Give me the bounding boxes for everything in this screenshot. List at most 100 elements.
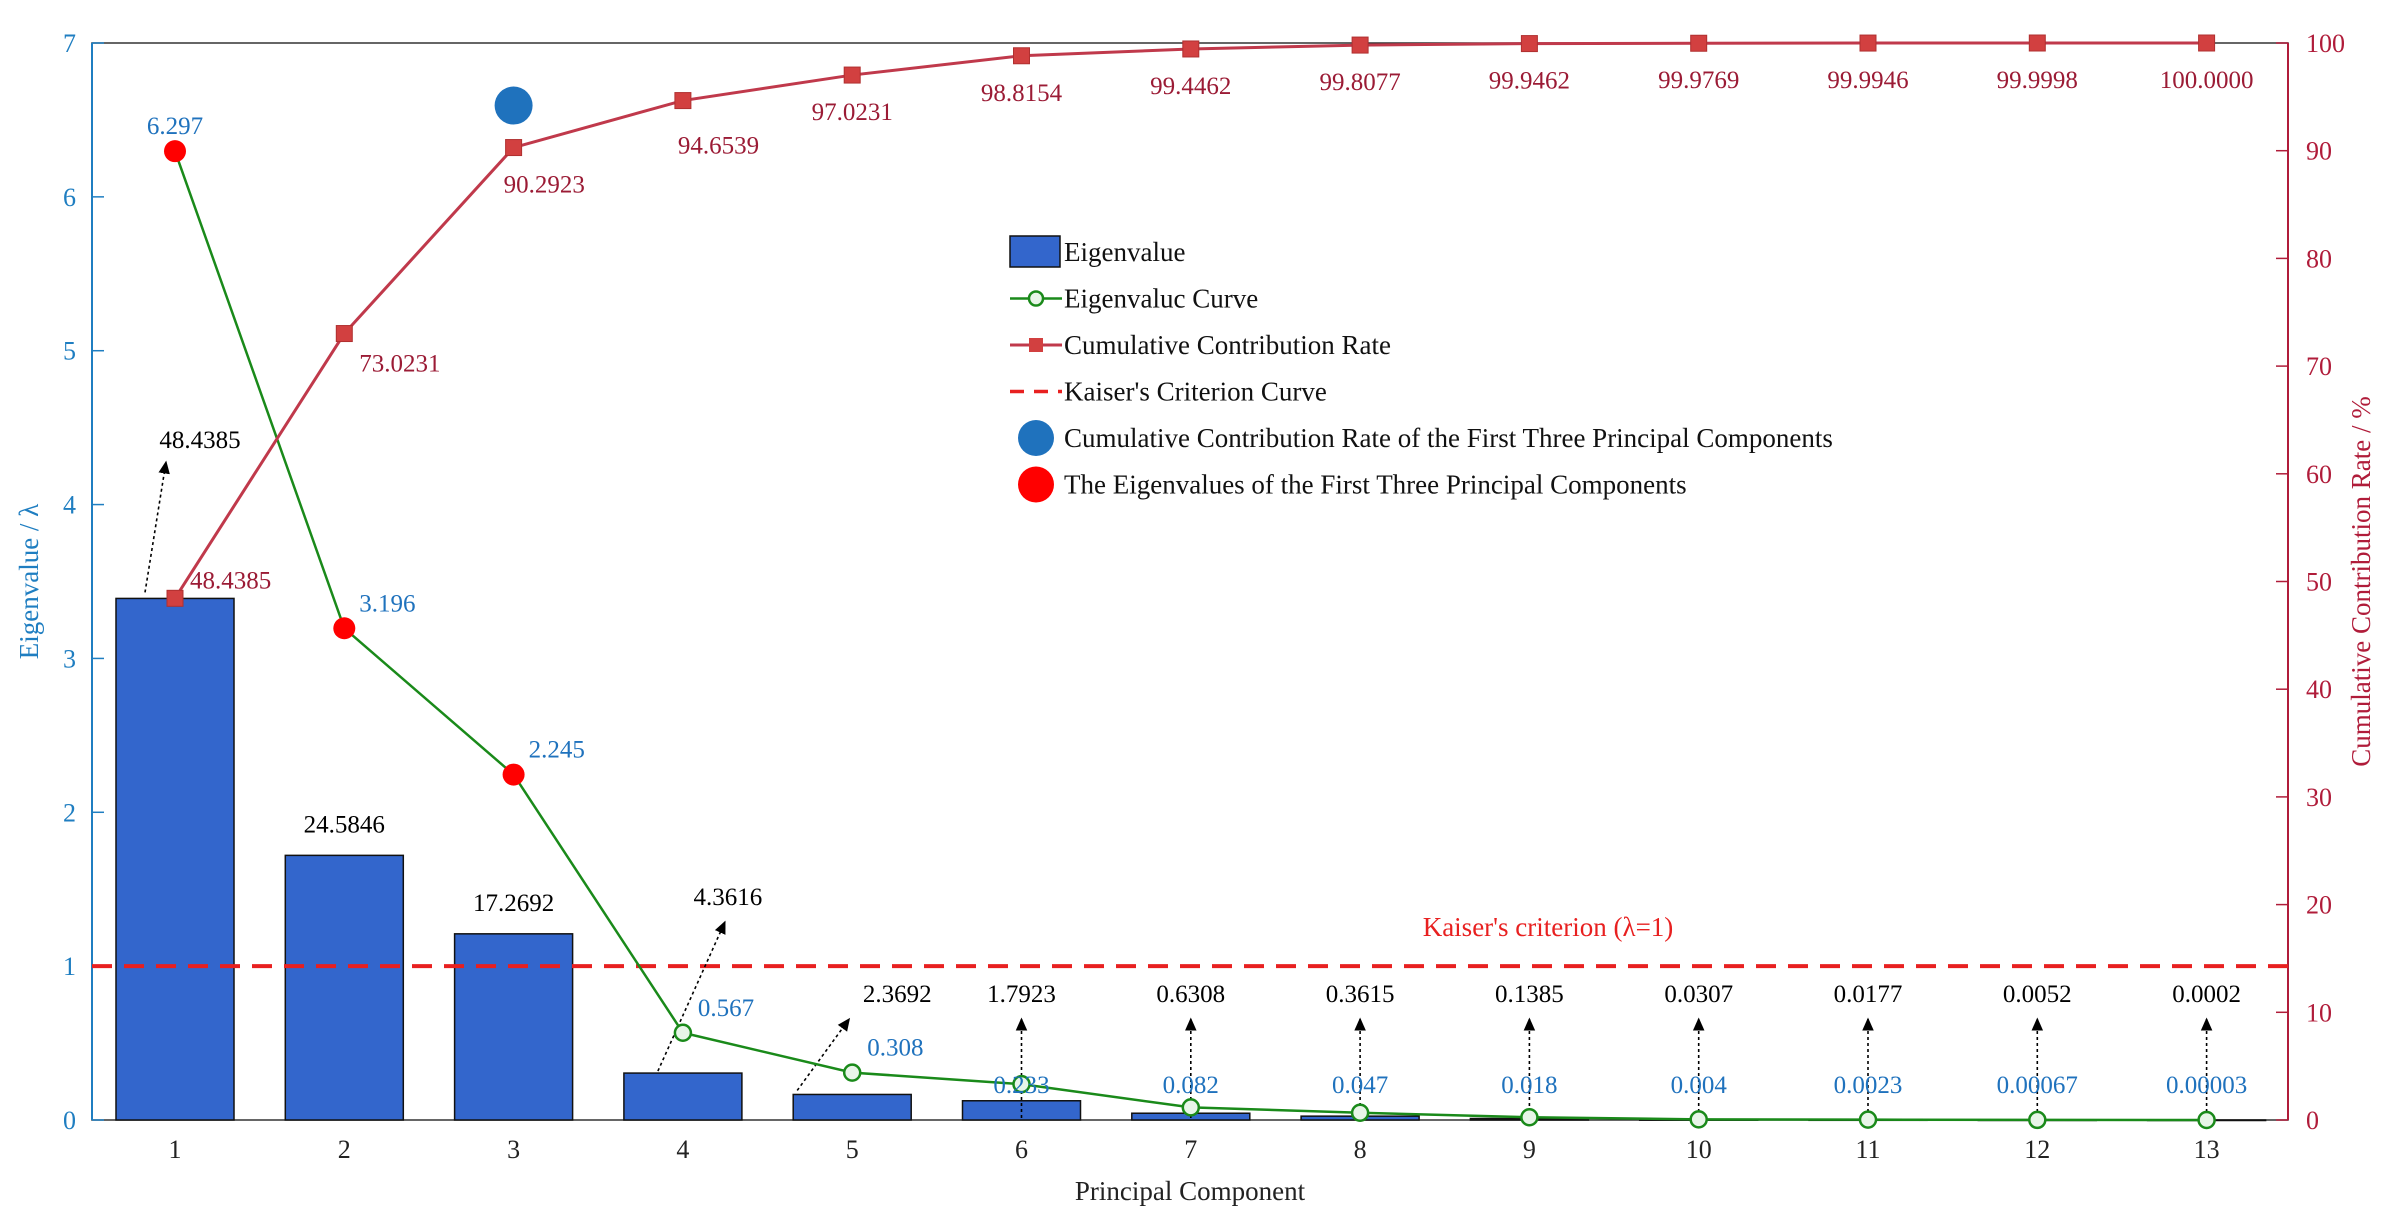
- contribution-label: 0.0307: [1664, 981, 1733, 1008]
- right-axis-tick-label: 10: [2306, 998, 2332, 1027]
- cumulative-label: 99.9998: [1997, 67, 2078, 94]
- right-axis-tick-label: 0: [2306, 1106, 2319, 1135]
- cumulative-label: 97.0231: [812, 99, 893, 126]
- left-axis-tick-label: 6: [63, 183, 76, 212]
- cumulative-label: 100.0000: [2160, 67, 2254, 94]
- cumulative-point: [1013, 47, 1030, 65]
- eigenvalue-label: 0.308: [867, 1035, 923, 1062]
- cumulative-point: [674, 92, 692, 110]
- contribution-label: 0.0002: [2172, 981, 2241, 1008]
- contribution-label: 1.7923: [987, 981, 1056, 1008]
- cumulative-point: [1520, 35, 1538, 53]
- contribution-label: 4.3616: [694, 884, 763, 911]
- x-axis-tick-label: 1: [169, 1135, 182, 1164]
- legend-symbol-cum-marker: [1029, 338, 1043, 352]
- x-axis-tick-label: 9: [1523, 1135, 1536, 1164]
- eigenvalue-bar: [792, 1093, 912, 1121]
- x-axis-tick-label: 2: [338, 1135, 351, 1164]
- cumulative-label: 73.0231: [359, 351, 440, 378]
- left-axis-tick-label: 1: [63, 952, 76, 981]
- cumulative-label: 99.9946: [1827, 67, 1908, 94]
- right-axis-tick-label: 30: [2306, 783, 2332, 812]
- plot-frame: [91, 42, 2289, 1121]
- x-axis-tick-label: 6: [1015, 1135, 1028, 1164]
- x-axis-tick-label: 5: [846, 1135, 859, 1164]
- legend-symbol-blue-dot: [1018, 420, 1054, 456]
- cumulative-highlight-point: [494, 86, 533, 125]
- eigenvalue-label: 0.233: [993, 1072, 1049, 1099]
- x-axis-tick-label: 11: [1855, 1135, 1880, 1164]
- contribution-label: 17.2692: [473, 890, 554, 917]
- contribution-label: 0.3615: [1326, 981, 1395, 1008]
- cumulative-label: 94.6539: [678, 133, 759, 160]
- eigenvalue-highlight-point: [333, 617, 356, 640]
- cumulative-point: [2198, 34, 2216, 52]
- cumulative-point: [1859, 34, 1877, 52]
- x-axis-tick-label: 13: [2194, 1135, 2220, 1164]
- left-axis-title: Eigenvalue / λ: [14, 504, 44, 660]
- right-axis-tick-label: 70: [2306, 352, 2332, 381]
- cumulative-point: [843, 66, 861, 84]
- left-axis-tick-label: 3: [63, 644, 76, 673]
- eigenvalue-label: 0.0023: [1834, 1072, 1903, 1099]
- contribution-label: 2.3692: [863, 981, 932, 1008]
- cumulative-label: 99.9769: [1658, 67, 1739, 94]
- contribution-label: 0.1385: [1495, 981, 1564, 1008]
- left-axis-tick-label: 4: [63, 491, 76, 520]
- contribution-label: 0.0177: [1834, 981, 1903, 1008]
- cumulative-point: [1182, 40, 1200, 58]
- eigenvalue-label: 0.00003: [2166, 1072, 2247, 1099]
- x-axis-tick-label: 7: [1184, 1135, 1197, 1164]
- eigenvalue-label: 0.082: [1163, 1072, 1219, 1099]
- left-axis-tick-label: 2: [63, 798, 76, 827]
- x-axis-title: Principal Component: [1075, 1176, 1306, 1206]
- eigenvalue-point: [1858, 1110, 1878, 1129]
- right-axis-tick-label: 40: [2306, 675, 2332, 704]
- legend-label: Cumulative Contribution Rate: [1064, 330, 1391, 360]
- eigenvalue-highlight-point: [502, 763, 525, 786]
- eigenvalue-bar: [453, 933, 574, 1121]
- right-axis-tick-label: 90: [2306, 137, 2332, 166]
- eigenvalue-bars: [115, 597, 2267, 1122]
- contribution-label: 24.5846: [304, 811, 385, 838]
- contribution-label: 0.6308: [1156, 981, 1225, 1008]
- eigenvalue-label: 3.196: [359, 590, 415, 617]
- right-axis-tick-label: 50: [2306, 568, 2332, 597]
- eigenvalue-label: 0.004: [1671, 1072, 1728, 1099]
- series-markers: [164, 34, 2216, 1130]
- legend-label: Eigenvalue: [1064, 237, 1185, 267]
- data-labels: 48.4385 24.5846 17.2692 4.3616 2.3692 1.7923 0…: [147, 67, 2254, 1099]
- eigenvalue-point: [1689, 1110, 1708, 1129]
- contribution-arrow: [144, 460, 170, 593]
- legend-label: The Eigenvalues of the First Three Princ…: [1064, 470, 1687, 500]
- eigenvalue-point: [2197, 1110, 2216, 1130]
- legend: Eigenvalue Eigenvaluc Curve Cumulative Con…: [1009, 235, 1833, 503]
- x-axis-tick-label: 8: [1354, 1135, 1367, 1164]
- eigenvalue-label: 0.567: [698, 995, 754, 1022]
- cumulative-point: [335, 325, 353, 343]
- eigenvalue-bar: [284, 854, 405, 1121]
- x-axis-tick-label: 3: [507, 1135, 520, 1164]
- cumulative-label: 99.9462: [1489, 68, 1570, 95]
- eigenvalue-point: [842, 1063, 862, 1082]
- eigenvalue-label: 0.047: [1332, 1072, 1388, 1099]
- cumulative-label: 90.2923: [504, 172, 585, 199]
- right-axis-title: Cumulative Contribution Rate / %: [2346, 396, 2376, 766]
- cumulative-point: [1690, 34, 1708, 52]
- left-axis-tick-label: 5: [63, 337, 76, 366]
- contribution-arrows: [144, 460, 2213, 1118]
- eigenvalue-point: [1181, 1098, 1201, 1117]
- eigenvalue-bar: [623, 1072, 743, 1121]
- legend-label: Eigenvaluc Curve: [1064, 284, 1258, 314]
- kaiser-criterion-line-group: Kaiser's criterion (λ=1): [92, 912, 2288, 969]
- legend-label: Cumulative Contribution Rate of the Firs…: [1064, 423, 1833, 453]
- cumulative-label: 48.4385: [190, 567, 271, 594]
- right-axis-tick-label: 20: [2306, 891, 2332, 920]
- right-axis-tick-label: 60: [2306, 460, 2332, 489]
- legend-symbol-red-dot: [1018, 466, 1054, 503]
- left-axis-tick-label: 7: [63, 29, 76, 58]
- eigenvalue-label: 6.297: [147, 113, 203, 140]
- x-axis-tick-label: 12: [2024, 1135, 2050, 1164]
